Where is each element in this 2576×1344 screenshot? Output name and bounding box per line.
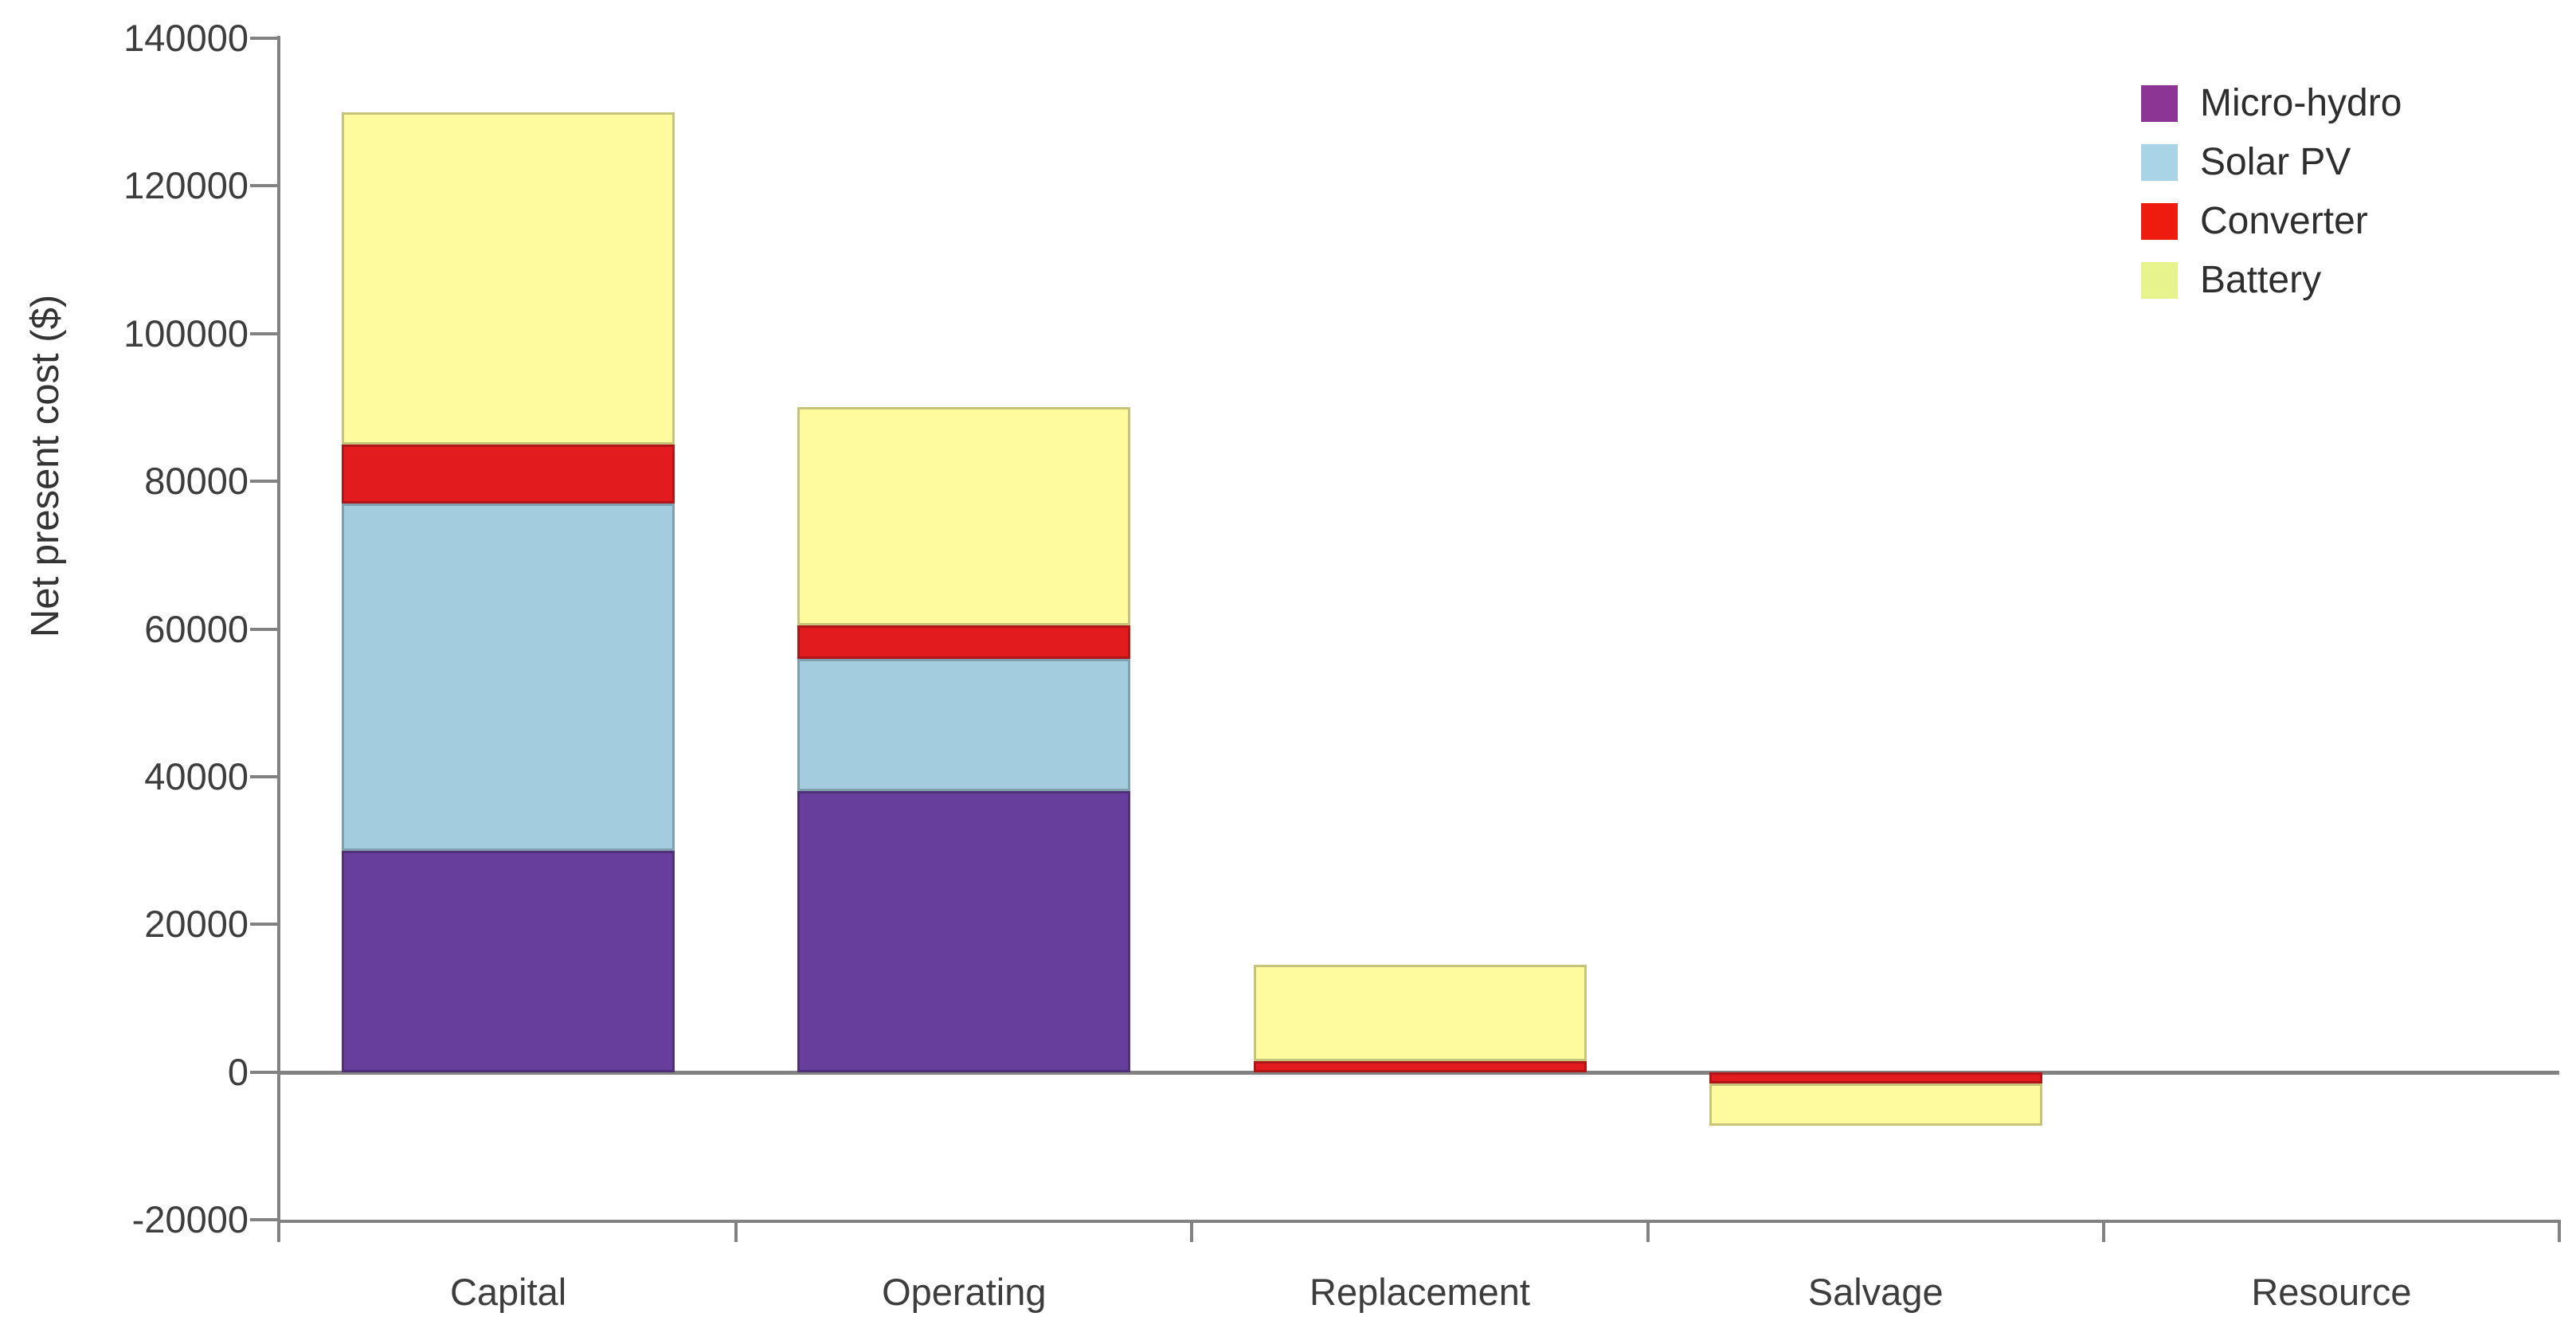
legend-swatch-solar-pv bbox=[2141, 144, 2178, 181]
category-label-replacement: Replacement bbox=[1310, 1271, 1530, 1313]
bar-segment-capital-solar-pv bbox=[342, 503, 675, 851]
category-label-salvage: Salvage bbox=[1807, 1271, 1944, 1313]
y-tick-20000 bbox=[250, 923, 277, 927]
y-axis-line bbox=[277, 36, 280, 1242]
bar-segment-capital-micro-hydro bbox=[342, 850, 675, 1072]
bar-segment-capital-battery bbox=[342, 112, 675, 445]
legend: Micro-hydro Solar PV Converter Battery bbox=[2141, 74, 2402, 310]
legend-label-battery: Battery bbox=[2200, 259, 2322, 301]
legend-label-converter: Converter bbox=[2200, 200, 2368, 242]
y-tick-label-80000: 80000 bbox=[144, 460, 249, 503]
legend-label-micro-hydro: Micro-hydro bbox=[2200, 82, 2402, 124]
x-boundary-tick-1 bbox=[734, 1220, 738, 1242]
legend-swatch-battery bbox=[2141, 262, 2178, 299]
bar-segment-operating-micro-hydro bbox=[797, 791, 1131, 1072]
bar-segment-capital-converter bbox=[342, 444, 675, 504]
y-tick-label-100000: 100000 bbox=[123, 312, 249, 355]
bar-segment-replacement-battery bbox=[1253, 965, 1587, 1061]
legend-swatch-micro-hydro bbox=[2141, 85, 2178, 122]
bar-segment-operating-solar-pv bbox=[797, 658, 1131, 792]
y-tick-20000 bbox=[250, 1218, 277, 1221]
y-tick-100000 bbox=[250, 331, 277, 335]
y-tick-60000 bbox=[250, 627, 277, 631]
x-boundary-tick-2 bbox=[1190, 1220, 1194, 1242]
category-label-operating: Operating bbox=[882, 1271, 1047, 1313]
y-tick-label-0: 0 bbox=[227, 1050, 249, 1093]
x-boundary-tick-4 bbox=[2101, 1220, 2105, 1242]
y-tick-80000 bbox=[250, 480, 277, 484]
legend-row-micro-hydro: Micro-hydro bbox=[2141, 74, 2402, 133]
bar-segment-replacement-converter bbox=[1253, 1060, 1587, 1072]
bar-segment-operating-converter bbox=[797, 625, 1131, 659]
y-tick-label-140000: 140000 bbox=[123, 17, 249, 59]
y-tick-40000 bbox=[250, 774, 277, 778]
bar-segment-salvage-battery bbox=[1709, 1083, 2042, 1127]
y-tick-0 bbox=[250, 1070, 277, 1074]
y-tick-label-20000: -20000 bbox=[131, 1198, 249, 1240]
x-boundary-tick-3 bbox=[1646, 1220, 1650, 1242]
legend-swatch-converter bbox=[2141, 203, 2178, 240]
legend-row-solar-pv: Solar PV bbox=[2141, 133, 2402, 192]
zero-line bbox=[280, 1070, 2559, 1075]
bar-segment-salvage-converter bbox=[1709, 1072, 2042, 1083]
legend-label-solar-pv: Solar PV bbox=[2200, 141, 2351, 183]
y-tick-label-40000: 40000 bbox=[144, 754, 249, 797]
legend-row-battery: Battery bbox=[2141, 251, 2402, 310]
x-axis-line bbox=[280, 1220, 2559, 1223]
y-tick-label-20000: 20000 bbox=[144, 903, 249, 946]
y-tick-120000 bbox=[250, 184, 277, 188]
category-label-resource: Resource bbox=[2251, 1271, 2412, 1313]
y-tick-140000 bbox=[250, 37, 277, 40]
category-label-capital: Capital bbox=[449, 1271, 567, 1313]
y-tick-label-60000: 60000 bbox=[144, 607, 249, 650]
x-boundary-tick-5 bbox=[2558, 1220, 2561, 1242]
bar-segment-operating-battery bbox=[797, 407, 1131, 625]
legend-row-converter: Converter bbox=[2141, 192, 2402, 251]
y-tick-label-120000: 120000 bbox=[123, 164, 249, 207]
